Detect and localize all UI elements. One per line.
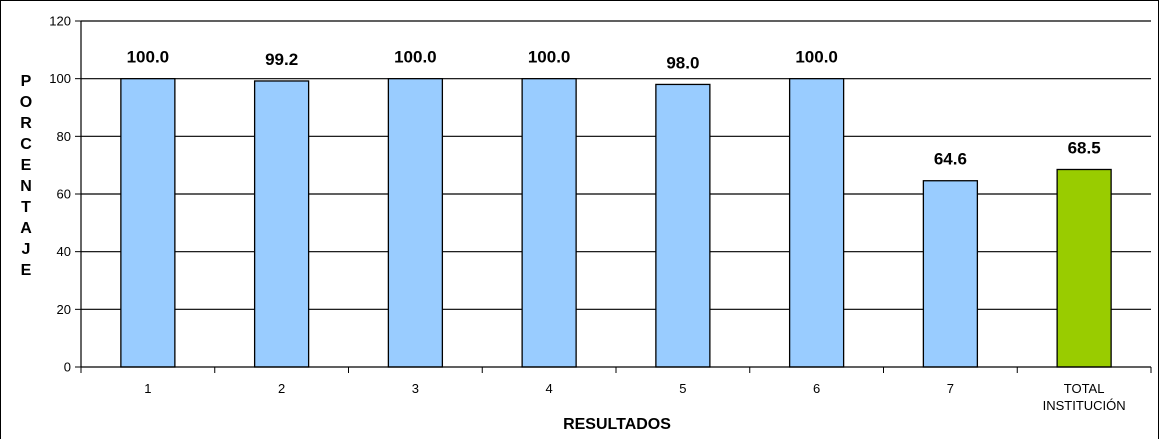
y-axis-title-letter: T xyxy=(21,199,31,216)
x-axis-title: RESULTADOS xyxy=(563,416,671,433)
data-label: 100.0 xyxy=(528,48,571,67)
data-label: 100.0 xyxy=(394,48,437,67)
y-axis-title-letter: P xyxy=(20,73,32,90)
y-tick-label: 0 xyxy=(64,360,71,375)
y-axis-title-letter: R xyxy=(20,115,32,132)
y-axis-title-letter: A xyxy=(20,220,32,237)
gridlines xyxy=(81,20,1151,310)
data-label: 99.2 xyxy=(265,50,298,69)
y-axis-title-letter: J xyxy=(21,241,31,258)
y-tick-label: 60 xyxy=(57,187,71,202)
x-tick-label: 7 xyxy=(947,381,954,396)
bar xyxy=(788,78,845,368)
data-label: 68.5 xyxy=(1068,138,1101,157)
bar xyxy=(253,80,310,368)
bar xyxy=(120,78,176,368)
x-tick-label: INSTITUCIÓN xyxy=(1043,398,1126,413)
x-tick-label: 4 xyxy=(546,381,553,396)
bars xyxy=(120,78,1112,368)
data-label: 100.0 xyxy=(795,48,838,67)
y-axis-title-letter: N xyxy=(20,178,32,195)
y-axis-title-letter: E xyxy=(20,262,32,279)
y-tick-label: 80 xyxy=(57,129,71,144)
y-tick-label: 120 xyxy=(49,14,71,29)
y-tick-label: 100 xyxy=(49,71,71,86)
data-label: 64.6 xyxy=(934,150,967,169)
y-axis-title-letter: C xyxy=(20,136,32,153)
bar xyxy=(1056,168,1112,368)
x-tick-label: 2 xyxy=(278,381,285,396)
x-tick-label: 1 xyxy=(144,381,151,396)
x-tick-label: 5 xyxy=(679,381,686,396)
bar xyxy=(922,180,979,368)
axes xyxy=(75,20,1152,373)
bar xyxy=(521,78,577,368)
bar xyxy=(655,83,711,368)
y-tick-label: 20 xyxy=(57,302,71,317)
x-tick-label: 3 xyxy=(412,381,419,396)
x-tick-label: 6 xyxy=(813,381,820,396)
y-axis-title-letter: E xyxy=(20,157,32,174)
y-tick-label: 40 xyxy=(57,244,71,259)
x-tick-label: TOTAL xyxy=(1064,381,1105,396)
data-label: 98.0 xyxy=(666,53,699,72)
labels: 0 20 40 60 80 100 120 100.0 1 99.2 2 100.0 3 100.0 4 98… xyxy=(49,14,1125,414)
bar xyxy=(387,78,444,368)
y-axis-title-letter: O xyxy=(19,94,33,111)
data-label: 100.0 xyxy=(127,48,170,67)
